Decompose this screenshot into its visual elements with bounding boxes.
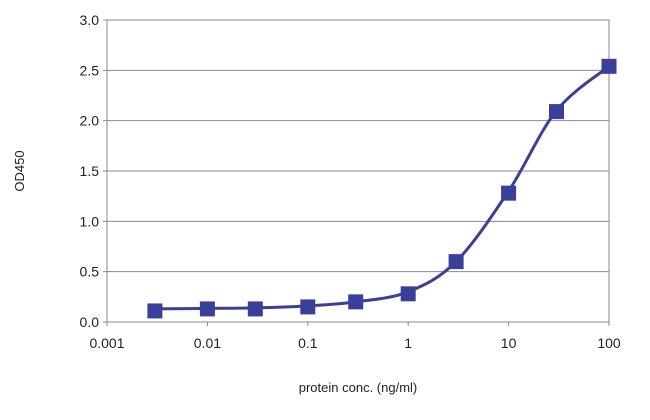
x-tick-label: 10 (501, 335, 517, 351)
y-tick-label: 0.0 (80, 314, 100, 330)
data-point (247, 301, 263, 317)
data-point (348, 294, 364, 310)
x-tick-label: 1 (404, 335, 412, 351)
x-axis-ticks: 0.001 0.01 0.1 1 10 100 (89, 322, 621, 351)
x-tick-label: 0.01 (194, 335, 221, 351)
data-points-layer (147, 58, 617, 319)
y-tick-label: 2.5 (80, 62, 100, 78)
fit-curve (153, 64, 611, 311)
data-point (501, 185, 517, 201)
data-point (400, 286, 416, 302)
y-tick-label: 1.0 (80, 213, 100, 229)
data-point (300, 299, 316, 315)
y-tick-label: 3.0 (80, 12, 100, 28)
data-point (601, 58, 617, 74)
data-point (448, 254, 464, 270)
data-point (549, 104, 565, 120)
grid-lines (107, 69, 609, 273)
x-tick-label: 0.001 (89, 335, 124, 351)
y-tick-label: 2.0 (80, 113, 100, 129)
y-tick-label: 1.5 (80, 163, 100, 179)
fit-curve-layer (153, 64, 611, 311)
y-axis-title: OD450 (12, 150, 27, 191)
x-tick-label: 0.1 (298, 335, 318, 351)
x-axis-title: protein conc. (ng/ml) (299, 380, 418, 395)
y-axis-ticks: 0.0 0.5 1.0 1.5 2.0 2.5 3.0 (80, 12, 107, 330)
data-point (147, 303, 163, 319)
data-point (199, 301, 215, 317)
y-tick-label: 0.5 (80, 264, 100, 280)
x-tick-label: 100 (597, 335, 621, 351)
